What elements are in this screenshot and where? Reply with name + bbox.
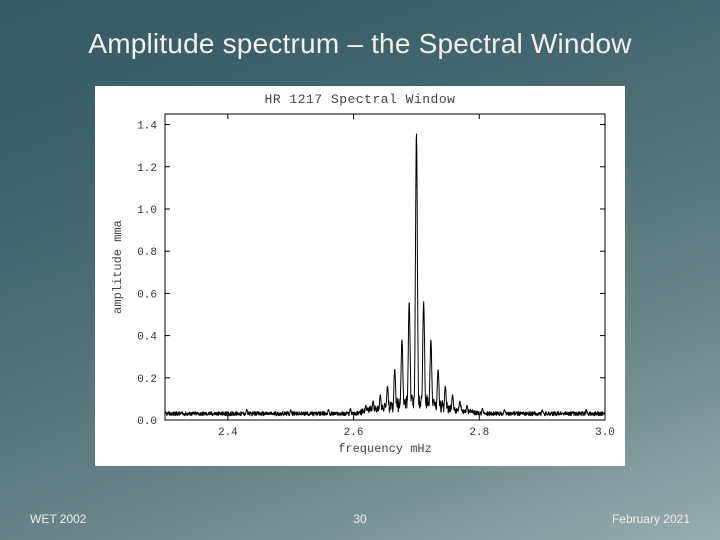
footer-page: 30 <box>353 512 366 526</box>
svg-text:1.2: 1.2 <box>137 163 157 175</box>
chart-title: HR 1217 Spectral Window <box>95 92 625 107</box>
chart-card: HR 1217 Spectral Window 2.4 2.6 2.8 3.0 0.0 0… <box>95 86 625 466</box>
svg-text:0.8: 0.8 <box>137 247 157 259</box>
svg-text:frequency mHz: frequency mHz <box>338 442 432 456</box>
slide-title: Amplitude spectrum – the Spectral Window <box>0 28 720 60</box>
slide: Amplitude spectrum – the Spectral Window… <box>0 0 720 540</box>
footer-left: WET 2002 <box>30 512 86 526</box>
svg-text:1.0: 1.0 <box>137 205 157 217</box>
chart-plot: 2.4 2.6 2.8 3.0 0.0 0.2 0.4 0.6 0.8 1.0 1.2 1.4 freq… <box>103 108 617 458</box>
svg-text:0.2: 0.2 <box>137 374 157 386</box>
footer-right: February 2021 <box>612 512 690 526</box>
svg-text:2.6: 2.6 <box>344 427 364 439</box>
svg-text:0.4: 0.4 <box>137 332 157 344</box>
svg-text:3.0: 3.0 <box>595 427 615 439</box>
svg-text:1.4: 1.4 <box>137 121 157 133</box>
spectrum-svg: 2.4 2.6 2.8 3.0 0.0 0.2 0.4 0.6 0.8 1.0 1.2 1.4 freq… <box>103 108 617 458</box>
svg-text:2.8: 2.8 <box>469 427 489 439</box>
svg-text:2.4: 2.4 <box>218 427 238 439</box>
slide-footer: WET 2002 30 February 2021 <box>30 512 690 526</box>
svg-text:amplitude mma: amplitude mma <box>111 220 125 314</box>
svg-text:0.0: 0.0 <box>137 416 157 428</box>
svg-text:0.6: 0.6 <box>137 289 157 301</box>
